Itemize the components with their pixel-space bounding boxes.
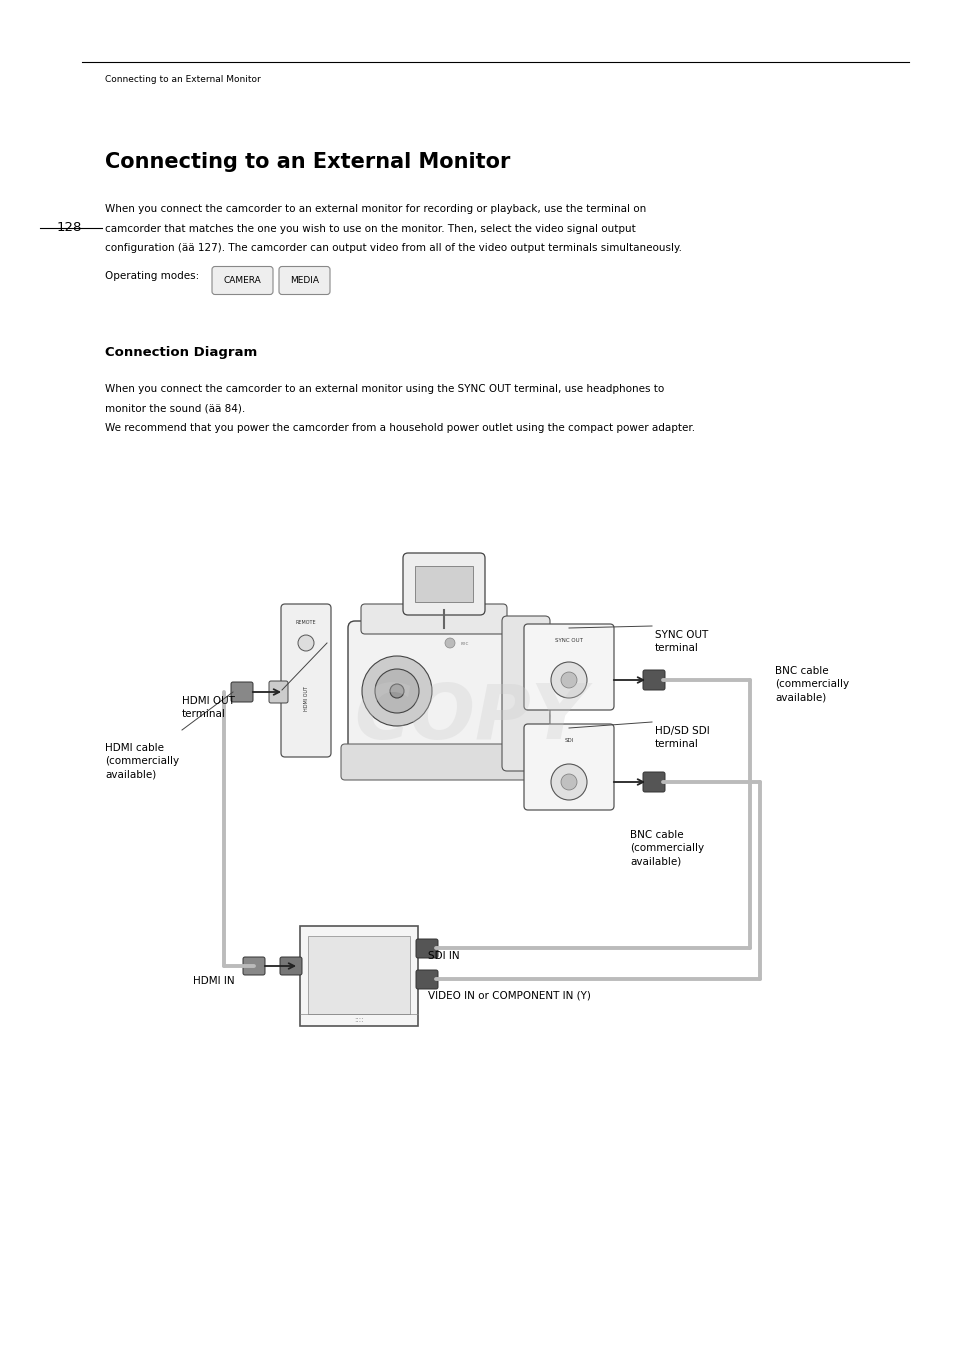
Text: 128: 128 (57, 221, 82, 233)
Text: COPY: COPY (354, 681, 585, 755)
Text: Operating modes:: Operating modes: (105, 271, 199, 280)
Bar (308, 936, 410, 1014)
FancyBboxPatch shape (269, 681, 288, 704)
Text: CAMERA: CAMERA (223, 276, 261, 284)
Circle shape (390, 683, 403, 698)
Text: SDI: SDI (564, 737, 573, 743)
Bar (299, 926, 417, 1026)
FancyBboxPatch shape (278, 267, 330, 294)
FancyBboxPatch shape (642, 670, 664, 690)
Text: HD/SD SDI
terminal: HD/SD SDI terminal (655, 727, 709, 749)
Text: HDMI OUT: HDMI OUT (303, 686, 308, 710)
Text: rec: rec (460, 640, 469, 646)
Text: SDI IN: SDI IN (428, 950, 459, 961)
Circle shape (297, 635, 314, 651)
FancyBboxPatch shape (280, 957, 302, 975)
Circle shape (361, 656, 432, 727)
FancyBboxPatch shape (231, 682, 253, 702)
FancyBboxPatch shape (642, 772, 664, 793)
Circle shape (444, 638, 455, 648)
Circle shape (560, 774, 577, 790)
FancyBboxPatch shape (416, 971, 437, 989)
Text: Connection Diagram: Connection Diagram (105, 345, 257, 359)
FancyBboxPatch shape (523, 724, 614, 810)
Text: Connecting to an External Monitor: Connecting to an External Monitor (105, 152, 510, 173)
Bar (415, 566, 473, 603)
FancyBboxPatch shape (360, 604, 506, 634)
FancyBboxPatch shape (402, 553, 484, 615)
Circle shape (551, 764, 586, 799)
Circle shape (375, 669, 418, 713)
Text: VIDEO IN or COMPONENT IN (Y): VIDEO IN or COMPONENT IN (Y) (428, 989, 590, 1000)
Text: Connecting to an External Monitor: Connecting to an External Monitor (105, 75, 260, 84)
FancyBboxPatch shape (243, 957, 265, 975)
Text: REMOTE: REMOTE (295, 620, 316, 625)
FancyBboxPatch shape (212, 267, 273, 294)
FancyBboxPatch shape (348, 621, 517, 760)
Text: HDMI cable
(commercially
available): HDMI cable (commercially available) (105, 743, 179, 779)
Text: When you connect the camcorder to an external monitor using the SYNC OUT termina: When you connect the camcorder to an ext… (105, 383, 663, 394)
Text: We recommend that you power the camcorder from a household power outlet using th: We recommend that you power the camcorde… (105, 422, 695, 433)
Text: SYNC OUT: SYNC OUT (555, 638, 582, 643)
Text: BNC cable
(commercially
available): BNC cable (commercially available) (629, 830, 703, 867)
FancyBboxPatch shape (340, 744, 534, 780)
Text: configuration (ää 127). The camcorder can output video from all of the video out: configuration (ää 127). The camcorder ca… (105, 243, 681, 253)
Circle shape (560, 673, 577, 687)
FancyBboxPatch shape (281, 604, 331, 758)
FancyBboxPatch shape (523, 624, 614, 710)
Text: MEDIA: MEDIA (290, 276, 318, 284)
FancyBboxPatch shape (501, 616, 550, 771)
Text: BNC cable
(commercially
available): BNC cable (commercially available) (774, 666, 848, 702)
Circle shape (551, 662, 586, 698)
Text: monitor the sound (ää 84).: monitor the sound (ää 84). (105, 403, 245, 412)
Text: HDMI IN: HDMI IN (193, 976, 234, 985)
Text: When you connect the camcorder to an external monitor for recording or playback,: When you connect the camcorder to an ext… (105, 204, 645, 214)
Text: SYNC OUT
terminal: SYNC OUT terminal (655, 630, 707, 654)
FancyBboxPatch shape (416, 940, 437, 958)
Text: ::::: :::: (354, 1016, 363, 1023)
Text: camcorder that matches the one you wish to use on the monitor. Then, select the : camcorder that matches the one you wish … (105, 224, 635, 233)
Text: HDMI OUT
terminal: HDMI OUT terminal (182, 696, 234, 720)
